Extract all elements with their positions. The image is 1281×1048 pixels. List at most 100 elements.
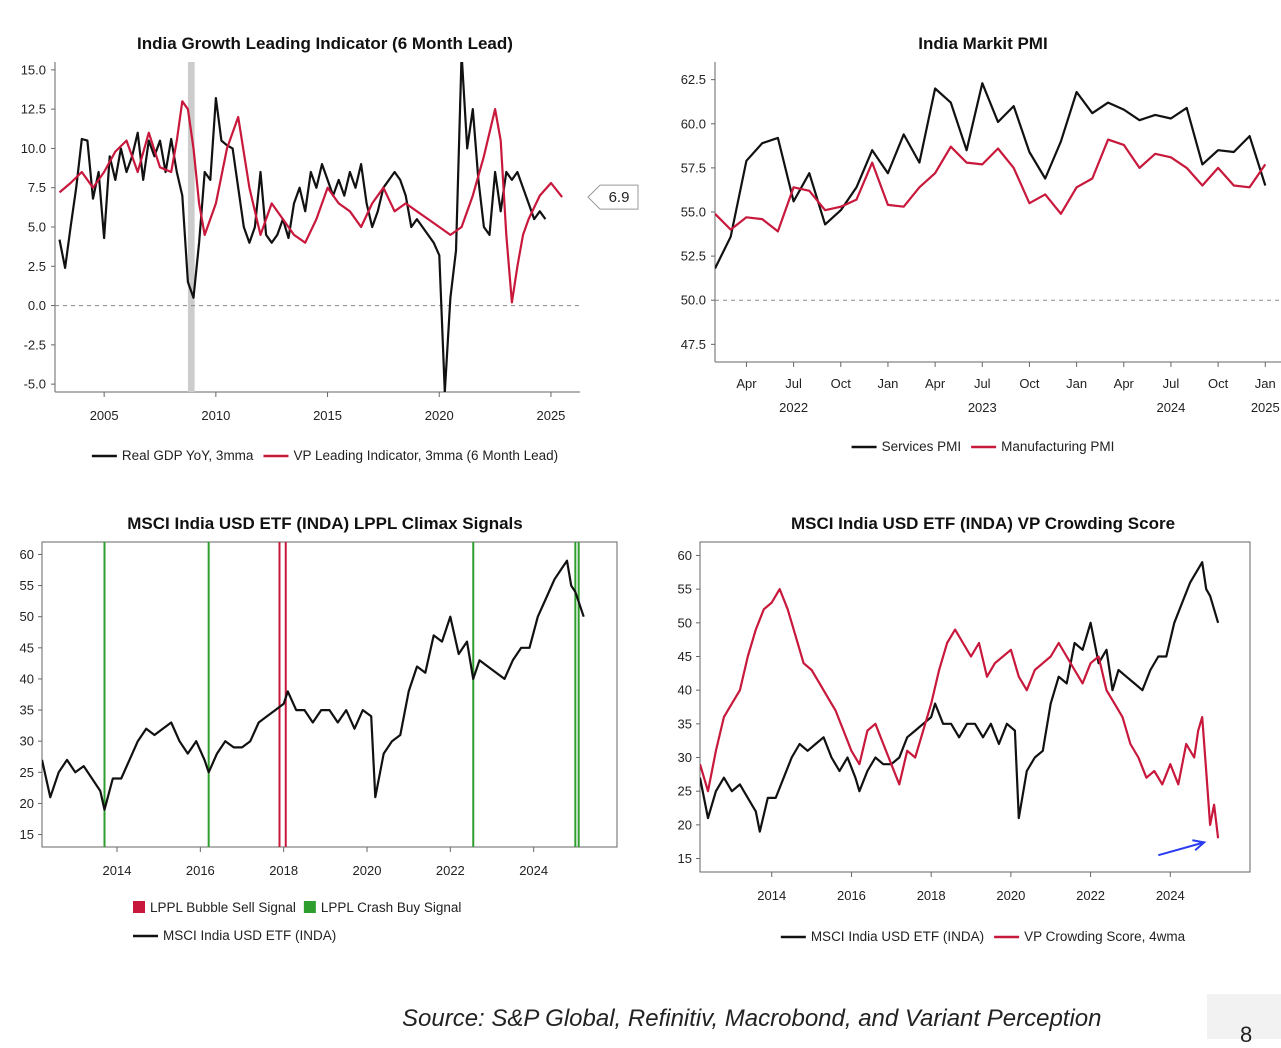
y-tick-label: -2.5 <box>24 337 46 352</box>
y-tick-label: 40 <box>678 683 692 698</box>
x-tick-label: Oct <box>831 376 852 391</box>
legend-label: Real GDP YoY, 3mma <box>122 448 254 463</box>
x-tick-label: Jan <box>1066 376 1087 391</box>
series-line-1 <box>58 62 547 392</box>
y-tick-label: 30 <box>678 750 692 765</box>
y-tick-label: 35 <box>20 703 34 718</box>
annotation-arrowhead <box>1192 839 1207 852</box>
x-tick-label: 2024 <box>1156 888 1185 903</box>
x-tick-label: 2016 <box>186 863 215 878</box>
chart-title: India Growth Leading Indicator (6 Month … <box>137 34 513 53</box>
x-tick-label: Jan <box>1255 376 1276 391</box>
x-tick-label: 2018 <box>269 863 298 878</box>
last-value-label: 6.9 <box>609 189 630 206</box>
y-tick-label: -5.0 <box>24 377 46 392</box>
x-year-label: 2022 <box>779 400 808 415</box>
plot-area <box>42 542 585 847</box>
y-tick-label: 15.0 <box>21 62 46 77</box>
x-tick-label: 2020 <box>425 408 454 423</box>
y-tick-label: 0.0 <box>28 298 46 313</box>
x-tick-label: 2022 <box>436 863 465 878</box>
y-tick-label: 5.0 <box>28 220 46 235</box>
x-tick-label: Apr <box>736 376 757 391</box>
y-tick-label: 2.5 <box>28 259 46 274</box>
legend-swatch <box>303 901 316 913</box>
legend-label: VP Leading Indicator, 3mma (6 Month Lead… <box>293 448 558 463</box>
y-tick-label: 7.5 <box>28 180 46 195</box>
y-tick-label: 25 <box>678 784 692 799</box>
plot-frame <box>41 541 618 848</box>
x-tick-label: Oct <box>1019 376 1040 391</box>
y-tick-label: 12.5 <box>21 102 46 117</box>
plot-area <box>700 561 1220 839</box>
x-tick-label: 2016 <box>837 888 866 903</box>
legend-label: LPPL Bubble Sell Signal <box>150 900 296 915</box>
y-tick-label: 55.0 <box>681 205 706 220</box>
series-line-2 <box>700 587 1220 839</box>
legend-label: MSCI India USD ETF (INDA) <box>811 929 984 944</box>
series-line-2 <box>58 100 563 304</box>
x-tick-label: Apr <box>1114 376 1135 391</box>
y-tick-label: 20 <box>20 796 34 811</box>
x-year-label: 2023 <box>968 400 997 415</box>
y-tick-label: 15 <box>20 827 34 842</box>
x-year-label: 2025 <box>1251 400 1280 415</box>
y-tick-label: 55 <box>20 578 34 593</box>
chart-growth: India Growth Leading Indicator (6 Month … <box>21 34 639 463</box>
legend-label: Manufacturing PMI <box>1001 439 1114 454</box>
series-line-1 <box>700 561 1220 833</box>
x-tick-label: Jul <box>974 376 991 391</box>
y-tick-label: 50 <box>20 609 34 624</box>
y-tick-label: 60 <box>678 548 692 563</box>
x-tick-label: Oct <box>1208 376 1229 391</box>
y-tick-label: 47.5 <box>681 337 706 352</box>
y-tick-label: 62.5 <box>681 72 706 87</box>
y-tick-label: 15 <box>678 851 692 866</box>
x-tick-label: 2014 <box>103 863 132 878</box>
chart-crowding: MSCI India USD ETF (INDA) VP Crowding Sc… <box>678 514 1251 944</box>
legend-swatch <box>133 901 145 913</box>
legend-label: LPPL Crash Buy Signal <box>321 900 462 915</box>
chart-title: India Markit PMI <box>918 34 1047 53</box>
chart-pmi: India Markit PMI 62.5 60.0 57.5 55.0 52.5 50.0… <box>681 34 1281 454</box>
x-tick-label: Jul <box>1163 376 1180 391</box>
recession-shade <box>187 62 195 392</box>
plot-area <box>715 82 1281 301</box>
y-tick-label: 45 <box>20 640 34 655</box>
y-tick-label: 10.0 <box>21 141 46 156</box>
y-tick-label: 55 <box>678 582 692 597</box>
x-tick-label: 2022 <box>1076 888 1105 903</box>
annotation-arrow <box>1158 841 1205 857</box>
plot-frame <box>699 541 1251 873</box>
y-tick-label: 35 <box>678 716 692 731</box>
legend-label: Services PMI <box>882 439 962 454</box>
y-tick-label: 57.5 <box>681 160 706 175</box>
chart-panel: India Growth Leading Indicator (6 Month … <box>20 34 1281 944</box>
x-tick-label: Apr <box>925 376 946 391</box>
page-number-box <box>1207 994 1281 1039</box>
x-tick-label: 2005 <box>90 408 119 423</box>
x-tick-label: 2020 <box>353 863 382 878</box>
series-line-2 <box>715 138 1267 233</box>
y-tick-label: 45 <box>678 649 692 664</box>
x-tick-label: 2010 <box>201 408 230 423</box>
y-tick-label: 20 <box>678 817 692 832</box>
series-line-1 <box>42 559 585 811</box>
y-tick-label: 60 <box>20 547 34 562</box>
legend-label: VP Crowding Score, 4wma <box>1024 929 1186 944</box>
y-tick-label: 50.0 <box>681 293 706 308</box>
plot-area <box>55 62 580 392</box>
x-tick-label: Jul <box>785 376 802 391</box>
chart-title: MSCI India USD ETF (INDA) LPPL Climax Si… <box>127 514 522 533</box>
source-note: Source: S&P Global, Refinitiv, Macrobond… <box>402 1005 1102 1032</box>
x-tick-label: Jan <box>877 376 898 391</box>
x-year-label: 2024 <box>1156 400 1185 415</box>
chart-lppl: MSCI India USD ETF (INDA) LPPL Climax Si… <box>20 514 618 943</box>
y-tick-label: 52.5 <box>681 249 706 264</box>
y-tick-label: 30 <box>20 734 34 749</box>
x-tick-label: 2024 <box>519 863 548 878</box>
chart-title: MSCI India USD ETF (INDA) VP Crowding Sc… <box>791 514 1175 533</box>
x-tick-label: 2020 <box>996 888 1025 903</box>
y-tick-label: 50 <box>678 615 692 630</box>
series-line-1 <box>715 82 1267 269</box>
